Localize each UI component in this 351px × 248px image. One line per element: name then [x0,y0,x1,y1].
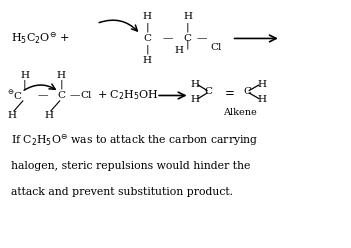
Text: |: | [186,23,190,32]
Text: C: C [58,91,65,100]
Text: |: | [146,23,149,32]
Text: |: | [146,45,149,54]
Text: Cl: Cl [80,91,91,100]
Text: If C$_2$H$_5$O$^{\ominus}$ was to attack the carbon carrying: If C$_2$H$_5$O$^{\ominus}$ was to attack… [11,132,258,148]
Text: |: | [186,40,190,49]
Text: H: H [257,80,266,89]
Text: H$_5$C$_2$O$^{\ominus}$ +: H$_5$C$_2$O$^{\ominus}$ + [11,31,69,46]
Text: —: — [38,91,48,100]
Text: H: H [174,46,184,55]
Text: + C$_2$H$_5$OH: + C$_2$H$_5$OH [97,89,159,102]
Text: H: H [45,111,54,120]
Text: H: H [8,111,17,120]
Text: H: H [20,71,29,80]
Text: C: C [205,87,213,96]
Text: halogen, steric repulsions would hinder the: halogen, steric repulsions would hinder … [11,161,250,171]
Text: |: | [23,80,26,89]
Text: —: — [197,34,207,43]
Text: Alkene: Alkene [224,108,257,117]
Text: attack and prevent substitution product.: attack and prevent substitution product. [11,187,232,197]
Text: C: C [244,87,251,96]
Text: H: H [257,95,266,104]
Text: $=$: $=$ [222,85,234,98]
Text: C: C [184,34,192,43]
Text: H: H [143,56,152,65]
Text: H: H [143,12,152,21]
Text: H: H [183,12,192,21]
Text: H: H [190,95,199,104]
Text: Cl: Cl [211,43,222,52]
Text: C: C [144,34,151,43]
Text: H: H [57,71,66,80]
Text: |: | [60,80,63,89]
Text: —: — [69,91,80,100]
Text: H: H [190,80,199,89]
Text: $^{\ominus}$C: $^{\ominus}$C [7,89,23,102]
Text: —: — [163,34,173,43]
